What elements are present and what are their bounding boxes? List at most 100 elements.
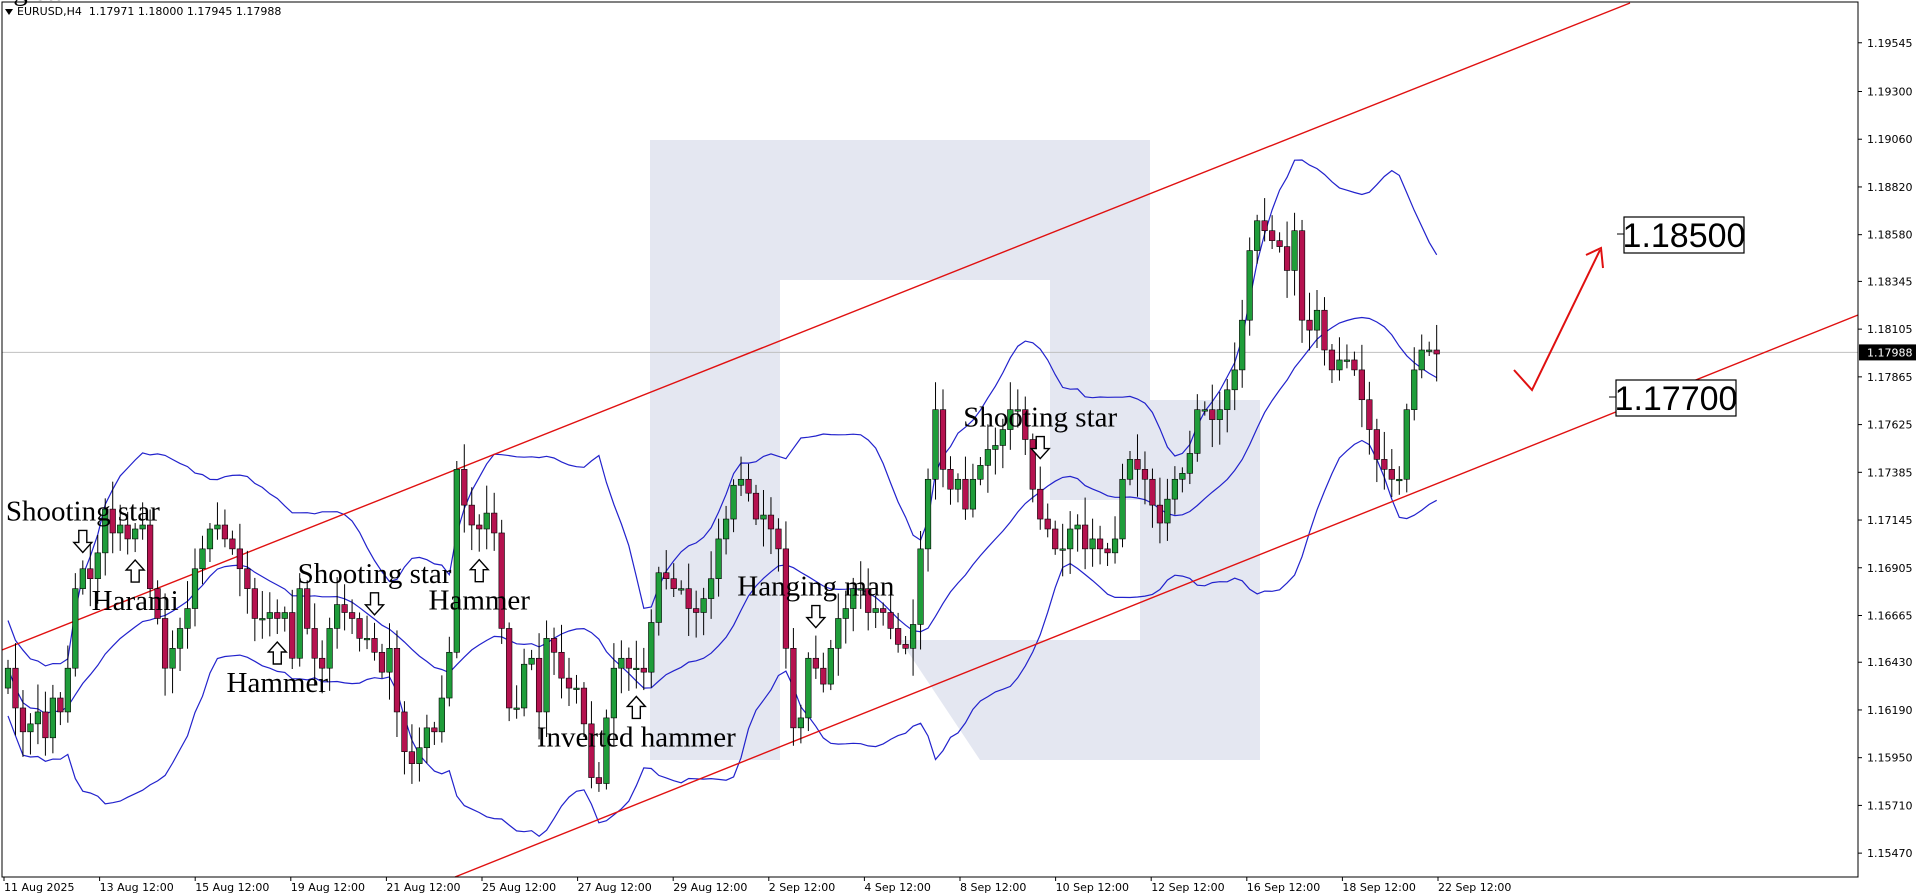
y-tick-label: 1.18105 xyxy=(1867,323,1913,336)
level-frame xyxy=(1623,216,1745,254)
candle-body xyxy=(378,651,386,673)
candle-body xyxy=(513,707,520,710)
candle-body xyxy=(954,478,962,490)
y-tick-label: 1.17145 xyxy=(1867,514,1913,527)
candle-body xyxy=(1171,478,1178,500)
candle-body xyxy=(206,528,214,550)
price-tag-bg xyxy=(1859,344,1916,361)
candle-body xyxy=(722,518,730,540)
candle-body xyxy=(236,548,243,570)
pattern-annotation: Hammer xyxy=(429,558,531,617)
candle-body xyxy=(319,657,326,669)
candle-body xyxy=(341,604,348,613)
candle-body xyxy=(491,512,498,534)
candle-body xyxy=(453,469,460,653)
candle-body xyxy=(161,618,169,669)
pattern-annotation: Shooting star xyxy=(6,495,160,554)
candle-body xyxy=(416,747,423,764)
symbol-label: EURUSD,H4 xyxy=(17,5,82,18)
candle-body xyxy=(34,711,42,725)
annotation-label: Inverted hammer xyxy=(537,721,736,753)
candle-body xyxy=(1381,459,1388,470)
candle-body xyxy=(752,492,760,520)
y-tick-label: 1.16430 xyxy=(1867,656,1913,669)
candle-body xyxy=(154,588,161,619)
candle-body xyxy=(281,612,288,619)
candle-body xyxy=(565,677,573,689)
annotation-label: Shooting star xyxy=(963,402,1117,434)
candle-body xyxy=(797,717,804,729)
candle-body xyxy=(1411,369,1418,410)
candle-body xyxy=(1186,453,1193,474)
candle-body xyxy=(311,628,318,659)
annotation-label: Hammer xyxy=(429,585,531,617)
candle-body xyxy=(543,638,550,713)
candle-body xyxy=(633,667,640,670)
pattern-annotation: Shooting star xyxy=(963,402,1118,460)
candle-body xyxy=(880,608,887,613)
candle-body xyxy=(42,711,49,739)
candle-body xyxy=(259,618,266,621)
candle-body xyxy=(1089,538,1096,550)
down-arrow-icon xyxy=(805,604,827,629)
candle-body xyxy=(1014,409,1021,412)
x-tick-label: 21 Aug 12:00 xyxy=(386,881,460,894)
trend-channel xyxy=(1,2,1859,878)
x-tick-label: 2 Sep 12:00 xyxy=(769,881,835,894)
candle-body xyxy=(1231,369,1238,391)
current-price-tag: 1.17988 xyxy=(1859,344,1916,361)
y-tick-label: 1.18820 xyxy=(1867,181,1913,194)
candle-body xyxy=(1037,488,1044,520)
candle-body xyxy=(386,648,393,673)
candle-body xyxy=(924,478,932,550)
candle-body xyxy=(408,751,416,764)
y-tick-label: 1.15710 xyxy=(1867,799,1913,812)
down-arrow-icon xyxy=(363,592,386,616)
time-axis: 11 Aug 2025 13 Aug 12:00 15 Aug 12:00 19 Au… xyxy=(3,877,1511,894)
dropdown-triangle-icon[interactable] xyxy=(5,9,13,15)
candle-body xyxy=(1388,469,1395,480)
candle-body xyxy=(147,524,154,589)
candle-body xyxy=(94,552,101,580)
candle-body xyxy=(558,651,565,679)
candle-body xyxy=(4,667,12,689)
candle-body xyxy=(244,568,251,589)
x-tick-label: 10 Sep 12:00 xyxy=(1056,881,1129,894)
candle-body xyxy=(640,667,647,673)
x-tick-label: 4 Sep 12:00 xyxy=(864,881,930,894)
candle-body xyxy=(176,628,184,649)
y-tick-label: 1.16190 xyxy=(1867,704,1913,717)
candle-body xyxy=(618,657,625,669)
candle-body xyxy=(49,697,56,739)
candle-body xyxy=(595,777,603,784)
candle-body xyxy=(1283,246,1291,271)
candle-body xyxy=(1029,439,1036,490)
candle-body xyxy=(1164,498,1171,524)
forecast-path xyxy=(1513,249,1601,392)
y-tick-label: 1.18345 xyxy=(1867,275,1913,288)
candle-body xyxy=(468,504,475,526)
candle-body xyxy=(1321,309,1328,351)
candle-body xyxy=(932,409,939,480)
candle-body xyxy=(521,663,528,709)
candle-body xyxy=(999,429,1006,446)
candle-body xyxy=(438,697,445,733)
candle-body xyxy=(1313,309,1321,331)
candle-body xyxy=(648,622,655,673)
plot-border xyxy=(1,1,1859,878)
candle-body xyxy=(401,711,408,753)
candle-body xyxy=(1007,409,1014,430)
candle-body xyxy=(984,449,991,466)
candle-body xyxy=(1119,478,1126,540)
candle-body xyxy=(393,648,401,713)
candle-body xyxy=(102,508,109,554)
candle-body xyxy=(835,618,842,649)
candle-body xyxy=(334,604,341,629)
candle-body xyxy=(573,687,580,690)
candle-body xyxy=(1403,409,1410,480)
middle-band xyxy=(7,316,1437,715)
candle-body xyxy=(1269,230,1276,241)
candle-body xyxy=(296,588,303,659)
